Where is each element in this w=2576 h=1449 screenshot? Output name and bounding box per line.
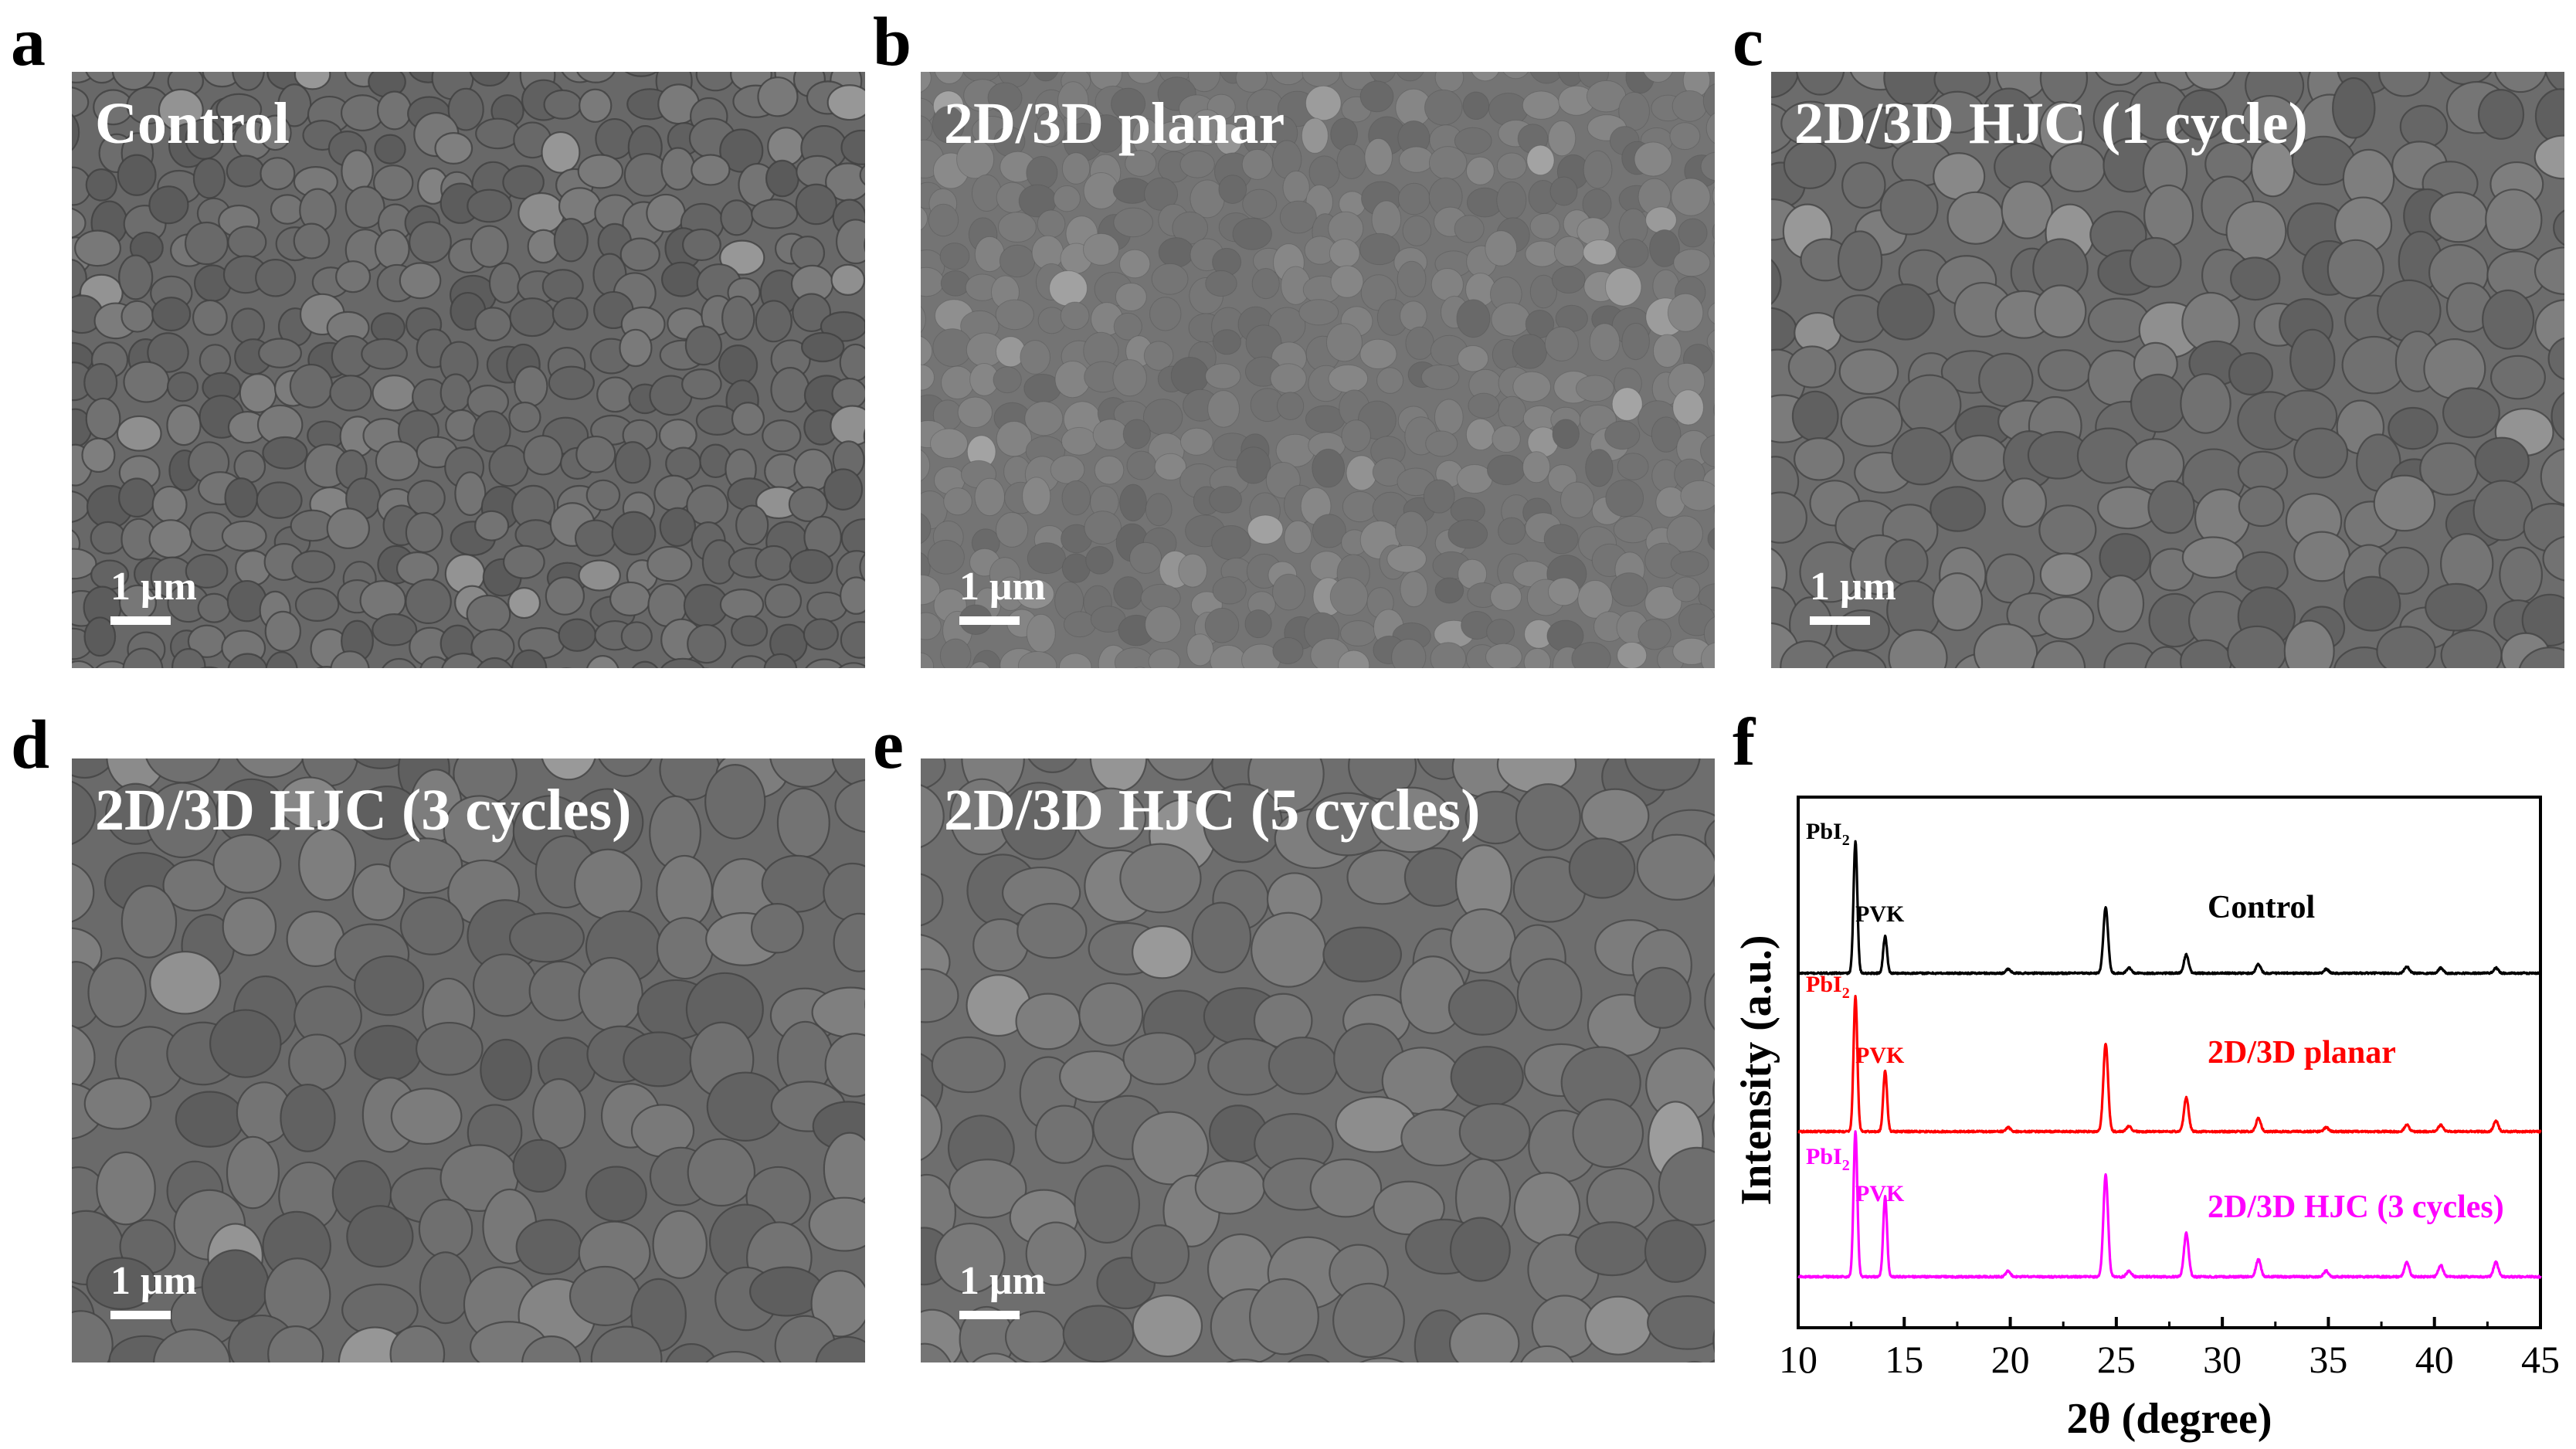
scale-bar-label: 1 μm bbox=[959, 565, 1046, 609]
scale-bar-line bbox=[110, 616, 171, 625]
scale-bar-label: 1 μm bbox=[1810, 565, 1896, 609]
sem-grain-texture bbox=[921, 72, 1715, 668]
panel-letter-e: e bbox=[873, 707, 904, 783]
panel-title-d: 2D/3D HJC (3 cycles) bbox=[95, 778, 632, 843]
x-tick-label: 15 bbox=[1885, 1338, 1923, 1381]
scale-bar: 1 μm bbox=[110, 565, 197, 625]
series-line-1 bbox=[1797, 840, 2542, 976]
panel-title-b: 2D/3D planar bbox=[944, 91, 1285, 156]
pbi2-annotation: PbI2 bbox=[1806, 1144, 1850, 1174]
pbi2-annotation: PbI2 bbox=[1806, 972, 1850, 1002]
sem-image-b: 2D/3D planar 1 μm bbox=[921, 72, 1715, 668]
scale-bar-line bbox=[1810, 616, 1870, 625]
scale-bar-label: 1 μm bbox=[110, 1259, 197, 1303]
panel-letter-a: a bbox=[11, 4, 46, 80]
pvk-annotation: PVK bbox=[1855, 1181, 1905, 1206]
pbi2-text: PbI bbox=[1806, 819, 1842, 844]
scale-bar: 1 μm bbox=[1810, 565, 1896, 625]
scale-bar: 1 μm bbox=[110, 1259, 197, 1319]
series-line-3 bbox=[1797, 1130, 2542, 1279]
xrd-panel: f 10 15 20 25 30 35 40 45 2θ (degree) Intensity (a… bbox=[1653, 695, 2576, 1449]
panel-letter-d: d bbox=[11, 707, 50, 783]
pbi2-subscript: 2 bbox=[1842, 1157, 1850, 1174]
y-axis-label: Intensity (a.u.) bbox=[1733, 935, 1780, 1205]
panel-title-e: 2D/3D HJC (5 cycles) bbox=[944, 778, 1481, 843]
series-label: Control bbox=[2208, 890, 2315, 925]
sem-grain-texture bbox=[921, 758, 1715, 1362]
pbi2-subscript: 2 bbox=[1842, 985, 1850, 1002]
pvk-annotation: PVK bbox=[1855, 901, 1905, 927]
panel-title-c: 2D/3D HJC (1 cycle) bbox=[1794, 91, 2308, 156]
panel-letter-c: c bbox=[1733, 4, 1763, 80]
x-tick-label: 40 bbox=[2415, 1338, 2454, 1381]
x-tick-label: 20 bbox=[1991, 1338, 2030, 1381]
x-tick-label: 10 bbox=[1779, 1338, 1817, 1381]
panel-letter-f: f bbox=[1733, 705, 1756, 780]
panel-letter-b: b bbox=[873, 4, 912, 80]
scale-bar-line bbox=[110, 1311, 171, 1319]
x-tick-label: 45 bbox=[2521, 1338, 2560, 1381]
panel-title-a: Control bbox=[95, 91, 290, 156]
pvk-annotation: PVK bbox=[1855, 1043, 1905, 1068]
pbi2-text: PbI bbox=[1806, 1144, 1842, 1169]
x-tick-label: 35 bbox=[2309, 1338, 2347, 1381]
pbi2-annotation: PbI2 bbox=[1806, 819, 1850, 849]
xrd-chart: f 10 15 20 25 30 35 40 45 2θ (degree) Intensity (a… bbox=[1733, 705, 2560, 1443]
sem-grain-texture bbox=[72, 72, 865, 668]
sem-image-d: 2D/3D HJC (3 cycles) 1 μm bbox=[72, 758, 865, 1362]
scale-bar-label: 1 μm bbox=[959, 1259, 1046, 1303]
pbi2-text: PbI bbox=[1806, 972, 1842, 997]
sem-grain-texture bbox=[72, 758, 865, 1362]
sem-image-c: 2D/3D HJC (1 cycle) 1 μm bbox=[1771, 72, 2564, 668]
series-label: 2D/3D planar bbox=[2208, 1035, 2396, 1071]
sem-grain-texture bbox=[1771, 72, 2564, 668]
scale-bar-line bbox=[959, 616, 1020, 625]
sem-image-e: 2D/3D HJC (5 cycles) 1 μm bbox=[921, 758, 1715, 1362]
pbi2-subscript: 2 bbox=[1842, 832, 1850, 849]
scale-bar: 1 μm bbox=[959, 565, 1046, 625]
series-label: 2D/3D HJC (3 cycles) bbox=[2208, 1189, 2504, 1225]
sem-image-a: Control 1 μm bbox=[72, 72, 865, 668]
series-line-2 bbox=[1797, 995, 2542, 1134]
scale-bar: 1 μm bbox=[959, 1259, 1046, 1319]
plot-frame bbox=[1797, 796, 2542, 1329]
scale-bar-line bbox=[959, 1311, 1020, 1319]
scale-bar-label: 1 μm bbox=[110, 565, 197, 609]
x-tick-label: 25 bbox=[2097, 1338, 2136, 1381]
x-tick-label: 30 bbox=[2203, 1338, 2242, 1381]
x-axis-label: 2θ (degree) bbox=[2066, 1395, 2272, 1443]
